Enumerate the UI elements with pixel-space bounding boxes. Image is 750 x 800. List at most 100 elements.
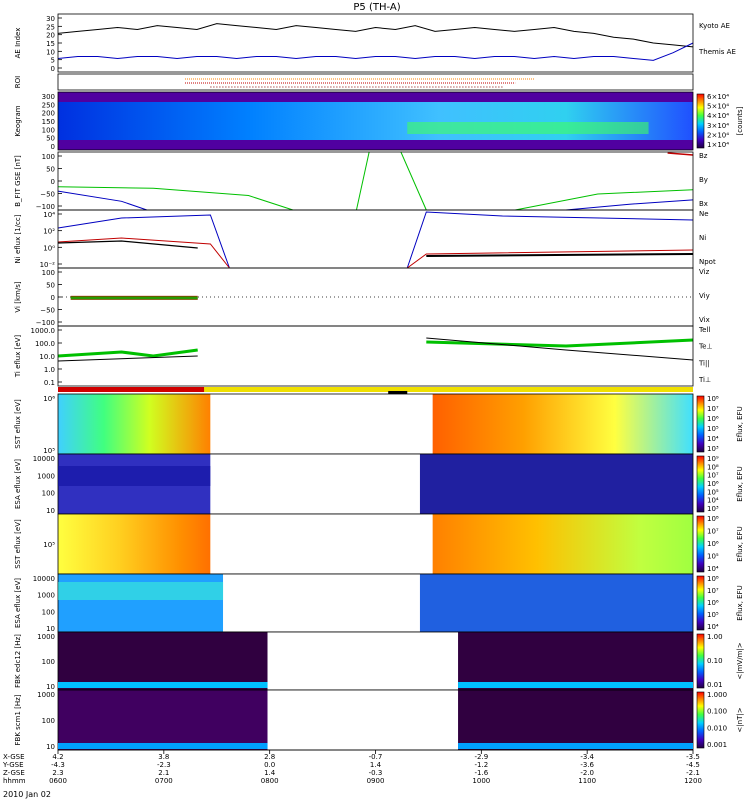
cbar-tick-sst-i: 10⁸ xyxy=(707,515,719,523)
keogram-band xyxy=(58,102,693,140)
ytick-ni: 10⁰ xyxy=(43,244,55,252)
mode-bar-red xyxy=(58,387,205,392)
legend-ti: Tell xyxy=(698,326,710,334)
legend-ni: Ni xyxy=(699,234,706,242)
ytick-ae: 15 xyxy=(46,40,55,48)
cbar-tick-sst-e: 10⁷ xyxy=(707,405,719,413)
panel-bfit: B_FIT GSE [nT] 100 50 0 −50 −100 Bz By Bx xyxy=(14,152,708,211)
x-tick-y: 1.4 xyxy=(370,761,382,769)
x-tick-z: 2.3 xyxy=(52,769,63,777)
ylabel-fbk2: FBK scm1 [Hz] xyxy=(14,694,22,745)
legend-ti: Ti|| xyxy=(698,359,710,367)
series-ni xyxy=(426,253,694,257)
x-tick-y: 0.0 xyxy=(264,761,275,769)
series-by xyxy=(355,151,370,211)
cbar-tick-sst-e: 10³ xyxy=(707,445,719,453)
ytick-esa-i: 100 xyxy=(42,608,55,616)
cbar-tick-esa-e: 10⁴ xyxy=(707,497,719,505)
heatmap-left xyxy=(58,514,211,574)
ylabel-vi: Vi [km/s] xyxy=(14,281,22,312)
ytick-fbk2: 1000 xyxy=(37,691,55,699)
cbar-tick-esa-e: 10⁵ xyxy=(707,488,719,496)
series-ne xyxy=(406,249,694,269)
ylabel-keogram: Keogram xyxy=(14,105,22,136)
ytick-sst-e: 10⁵ xyxy=(43,447,55,455)
panel-fbk2: FBK scm1 [Hz] 1000 100 10 1.000 0.100 0.010 0.0… xyxy=(14,691,744,751)
panel-vi: Vi [km/s] 100 50 0 −50 −100 Viz Viy Vix xyxy=(14,268,710,327)
ytick-ae: 30 xyxy=(46,15,55,23)
x-tick-x: 2.8 xyxy=(264,753,275,761)
cbar-tick-sst-e: 10⁴ xyxy=(707,435,719,443)
legend-vi: Viz xyxy=(699,268,710,276)
cbar-tick-sst-i: 10⁵ xyxy=(707,553,719,561)
ytick-sst-i: 10⁵ xyxy=(43,541,55,549)
cbar-tick-keogram: 5×10⁴ xyxy=(707,103,729,111)
ytick-esa-i: 10000 xyxy=(33,575,55,583)
panel-frame-keogram xyxy=(57,91,694,151)
cbar-tick-esa-i: 10⁷ xyxy=(707,587,719,595)
heatmap-band xyxy=(58,466,211,486)
cbar-tick-esa-e: 10³ xyxy=(707,505,719,513)
cbar-tick-fbk2: 1.000 xyxy=(707,691,727,699)
ytick-ti: 100.0 xyxy=(35,340,55,348)
cbar-tick-esa-i: 10⁵ xyxy=(707,611,719,619)
data-gap xyxy=(210,514,433,574)
mode-bar-mark xyxy=(388,391,408,394)
ylabel-bfit: B_FIT GSE [nT] xyxy=(14,155,22,207)
series-bx xyxy=(565,199,694,211)
cbar-tick-fbk1: 0.10 xyxy=(707,657,723,665)
date-label: 2010 Jan 02 xyxy=(3,790,51,799)
series-ne xyxy=(57,237,230,269)
plot-title: P5 (TH-A) xyxy=(353,2,400,13)
x-tick-t: 0800 xyxy=(261,777,279,785)
ytick-bfit: −50 xyxy=(40,191,55,199)
series-by xyxy=(57,186,294,211)
x-tick-y: -2.3 xyxy=(157,761,171,769)
ytick-ni: 10⁴ xyxy=(43,211,55,219)
cbar-tick-sst-i: 10⁴ xyxy=(707,565,719,573)
cbar-label-esa-e: Eflux, EFU xyxy=(736,466,744,501)
heatmap-right xyxy=(458,632,693,690)
x-tick-z: -2.1 xyxy=(686,769,700,777)
panel-frame-bfit xyxy=(57,151,694,211)
cbar-tick-sst-e: 10⁸ xyxy=(707,395,719,403)
legend-vi: Viy xyxy=(699,292,710,300)
heatmap-band xyxy=(58,582,224,600)
colorbar-sst-e xyxy=(696,395,705,453)
panel-fbk1: FBK edc12 [Hz] 1000 100 10 1.00 0.10 0.01 <|mV/… xyxy=(14,633,744,691)
panel-frame-ti xyxy=(57,325,694,387)
ytick-vi: −50 xyxy=(40,307,55,315)
x-tick-x: -3.5 xyxy=(686,753,700,761)
x-tick-x: 4.2 xyxy=(52,753,63,761)
ytick-fbk2: 100 xyxy=(42,717,55,725)
cbar-label-sst-e: Eflux, EFU xyxy=(736,406,744,441)
ytick-vi: 100 xyxy=(42,269,55,277)
x-tick-t: 0700 xyxy=(155,777,173,785)
ylabel-sst-e: SST eflux [eV] xyxy=(14,399,22,449)
ytick-keogram: 150 xyxy=(42,118,55,126)
panel-esa-i: ESA eflux [eV] 10000 1000 100 10 10⁸ 10⁷ 10⁶ 10⁵… xyxy=(14,575,744,633)
ytick-keogram: 300 xyxy=(42,93,55,101)
ytick-sst-e: 10⁶ xyxy=(43,395,55,403)
x-tick-x: -3.4 xyxy=(580,753,594,761)
cbar-tick-sst-e: 10⁶ xyxy=(707,415,719,423)
ytick-ti: 1.0 xyxy=(44,366,55,374)
cbar-tick-esa-i: 10⁸ xyxy=(707,575,719,583)
ytick-ae: 20 xyxy=(46,32,55,40)
panel-ti: Ti eflux [eV] 1000.0 100.0 10.0 1.0 0.1 Tell Te… xyxy=(14,326,713,387)
heatmap-band xyxy=(58,743,268,749)
ytick-esa-i: 1000 xyxy=(37,592,55,600)
ytick-fbk1: 100 xyxy=(42,658,55,666)
ytick-keogram: 0 xyxy=(51,143,55,151)
data-gap xyxy=(223,574,420,632)
series-ti-par xyxy=(426,338,694,348)
legend-vi: Vix xyxy=(699,316,710,324)
ytick-bfit: −100 xyxy=(36,203,55,211)
ytick-ti: 0.1 xyxy=(44,379,55,387)
legend-ae: Themis AE xyxy=(698,48,736,56)
legend-ni: Ne xyxy=(699,210,709,218)
ytick-fbk1: 10 xyxy=(46,683,55,691)
x-tick-y: -4.3 xyxy=(51,761,65,769)
cbar-label-keogram: [counts] xyxy=(736,106,744,135)
